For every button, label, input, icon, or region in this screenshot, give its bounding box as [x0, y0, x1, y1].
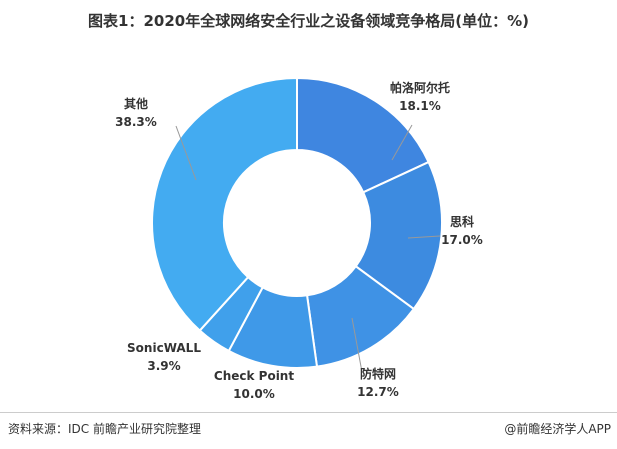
category-label: 思科	[450, 214, 474, 229]
leader-line	[391, 124, 413, 161]
slice-1	[354, 160, 443, 311]
leader-line	[407, 235, 441, 239]
category-label: 防特网	[360, 366, 396, 381]
chart-title: 图表1：2020年全球网络安全行业之设备领域竞争格局(单位：%)	[88, 12, 529, 30]
value-label: 38.3%	[115, 115, 157, 129]
divider	[0, 412, 617, 413]
slice-0	[296, 76, 430, 194]
value-label: 18.1%	[399, 99, 441, 113]
value-label: 12.7%	[357, 385, 399, 399]
source-note: 资料来源：IDC 前瞻产业研究院整理	[8, 422, 201, 436]
brand-label: @前瞻经济学人APP	[504, 422, 611, 436]
value-label: 10.0%	[233, 387, 275, 401]
value-label: 3.9%	[147, 359, 180, 373]
leader-line	[351, 317, 363, 373]
category-label: SonicWALL	[127, 341, 201, 355]
leader-line	[175, 125, 197, 181]
category-label: Check Point	[214, 369, 294, 383]
category-label: 帕洛阿尔托	[390, 80, 450, 95]
value-label: 17.0%	[441, 233, 483, 247]
category-label: 其他	[124, 96, 148, 111]
slice-5	[151, 76, 298, 332]
